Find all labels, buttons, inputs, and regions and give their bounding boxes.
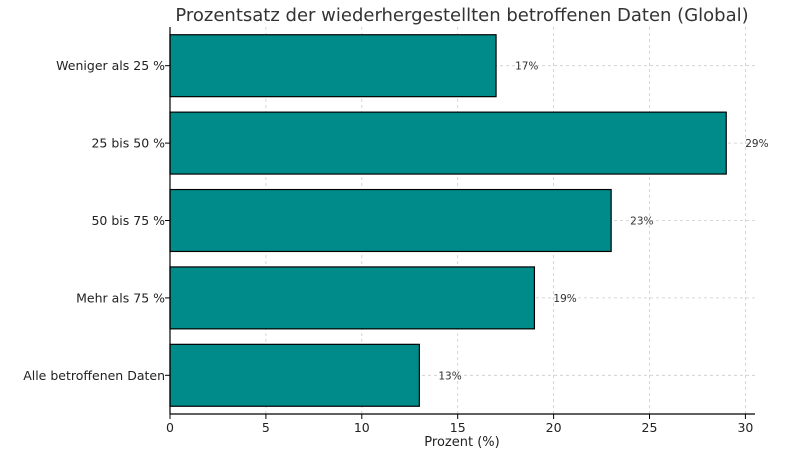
x-tick-label: 30	[737, 420, 753, 435]
y-tick-label: 25 bis 50 %	[91, 136, 165, 151]
data-label: 29%	[745, 138, 768, 150]
data-labels: 17% 29% 23% 19% 13%	[438, 61, 768, 383]
y-tick-label: Mehr als 75 %	[76, 290, 165, 305]
axes: 0 5 10 15 20 25 30 Weniger als 25 % 25 bis 50 % 5…	[23, 27, 755, 435]
bar	[169, 34, 497, 98]
x-tick-label: 25	[642, 420, 658, 435]
bar	[169, 343, 420, 407]
data-label: 13%	[438, 370, 461, 382]
data-label: 17%	[515, 61, 538, 73]
x-tick-label: 20	[546, 420, 562, 435]
y-tick-label: 50 bis 75 %	[91, 213, 165, 228]
y-tick-label: Alle betroffenen Daten	[23, 368, 165, 383]
bar	[169, 111, 727, 175]
x-axis-label: Prozent (%)	[424, 435, 499, 450]
x-tick-label: 15	[450, 420, 466, 435]
y-tick-label: Weniger als 25 %	[56, 58, 165, 73]
bar	[169, 188, 612, 253]
chart-title: Prozentsatz der wiederhergestellten betr…	[175, 5, 748, 26]
x-tick-label: 5	[262, 420, 270, 435]
bar	[169, 266, 536, 330]
data-label: 19%	[553, 293, 576, 305]
data-label: 23%	[630, 216, 653, 228]
x-tick-label: 10	[354, 420, 370, 435]
x-tick-label: 0	[166, 420, 174, 435]
bars	[169, 34, 727, 407]
